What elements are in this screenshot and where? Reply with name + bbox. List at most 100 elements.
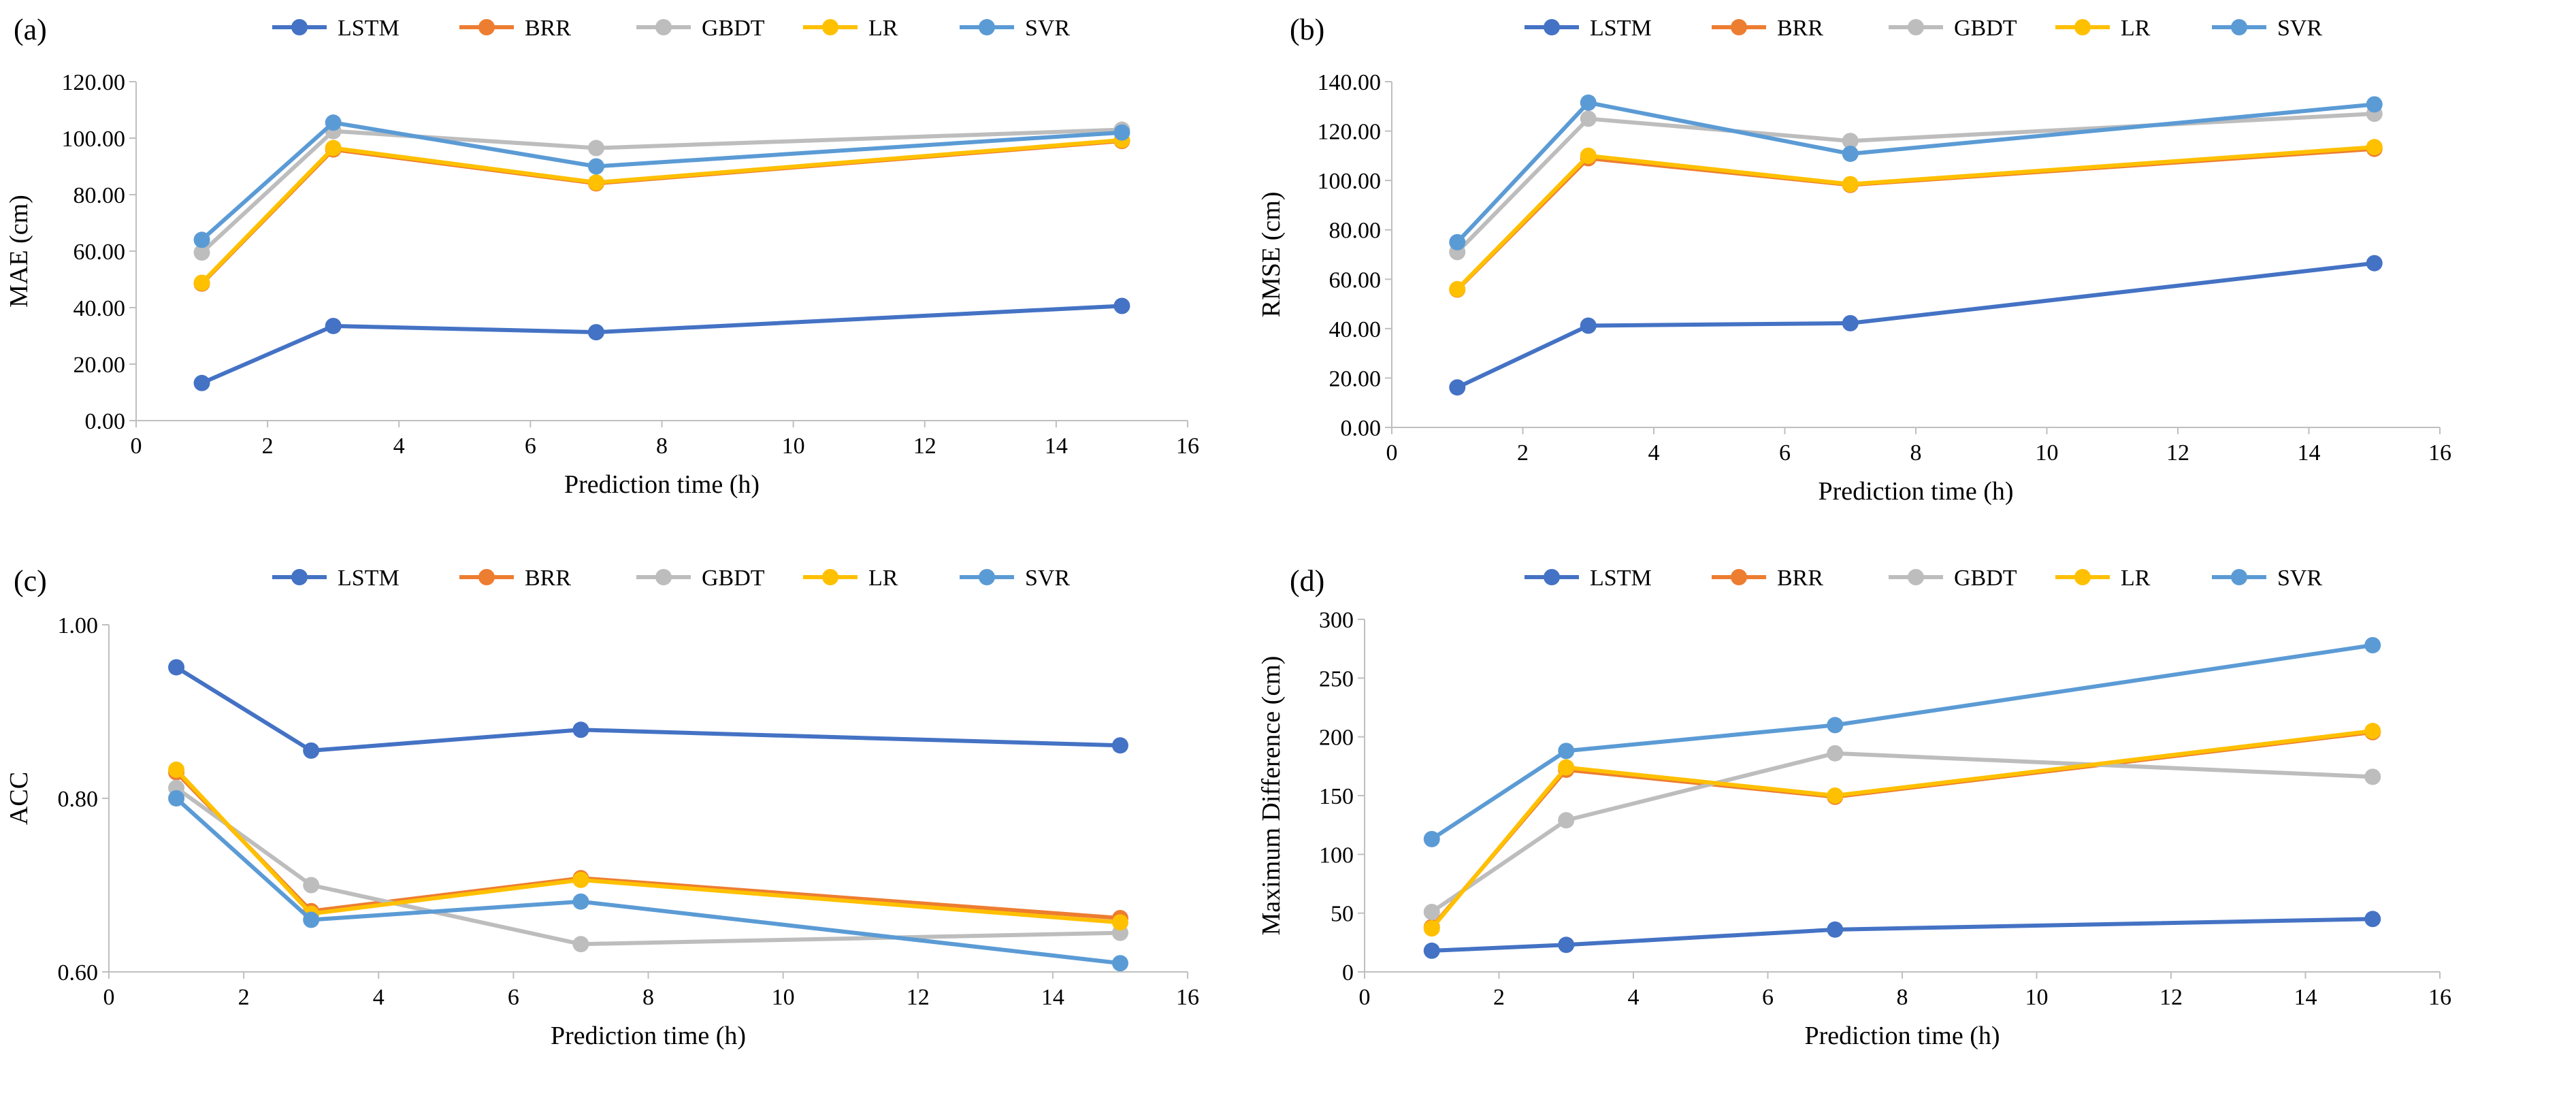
data-point-lstm: [1827, 921, 1844, 938]
series-line-gbdt: [1431, 751, 2373, 914]
legend-label-brr: BRR: [1777, 16, 1823, 41]
data-point-svr: [1449, 233, 1466, 250]
legend-label-gbdt: GBDT: [1954, 16, 2017, 41]
x-tick-label: 8: [1910, 440, 1922, 466]
panel-label: (a): [14, 13, 47, 46]
series-line-gbdt: [175, 786, 1121, 947]
y-tick-label: 80.00: [74, 183, 126, 208]
data-point-lstm: [1558, 936, 1575, 954]
legend-marker-brr: [1731, 569, 1747, 585]
legend-label-svr: SVR: [2277, 16, 2322, 41]
y-tick-label: 0: [1342, 960, 1354, 985]
data-point-lr: [1827, 787, 1844, 804]
data-point-lstm: [168, 659, 185, 676]
legend-label-svr: SVR: [1025, 16, 1070, 41]
legend-marker-svr: [979, 19, 995, 35]
x-tick-label: 10: [782, 434, 805, 459]
legend-label-svr: SVR: [2277, 566, 2322, 591]
y-tick-label: 200: [1319, 726, 1354, 751]
legend: LSTM BRR GBDT LR SVR: [272, 566, 1070, 591]
data-point-lstm: [572, 721, 589, 738]
x-tick-label: 10: [2036, 440, 2059, 466]
data-point-svr: [303, 911, 320, 928]
y-tick-label: 100.00: [1318, 169, 1382, 194]
data-point-lstm: [1423, 942, 1440, 959]
x-tick-label: 6: [1762, 985, 1774, 1010]
x-tick-label: 0: [1386, 440, 1398, 466]
legend: LSTM BRR GBDT LR SVR: [1525, 566, 2322, 591]
x-tick-label: 16: [1176, 985, 1199, 1010]
x-tick-label: 0: [1359, 985, 1371, 1010]
data-point-gbdt: [1842, 133, 1859, 150]
series-line-brr: [1430, 730, 2373, 929]
x-tick-label: 8: [656, 434, 668, 459]
y-tick-label: 40.00: [1329, 317, 1382, 342]
legend-label-brr: BRR: [525, 16, 571, 41]
series-line-brr: [1456, 146, 2375, 291]
legend-marker-lstm: [291, 569, 308, 585]
x-tick-label: 16: [1176, 434, 1199, 459]
x-tick-label: 16: [2428, 985, 2451, 1010]
series-line-lr: [174, 768, 1121, 925]
x-tick-label: 14: [1045, 434, 1068, 459]
x-tick-label: 6: [525, 434, 536, 459]
x-tick-label: 6: [508, 985, 519, 1010]
y-tick-label: 300: [1319, 608, 1354, 633]
y-tick-label: 20.00: [74, 353, 126, 378]
series-line-gbdt: [1456, 112, 2375, 254]
x-tick-label: 12: [2159, 985, 2183, 1010]
series-line-svr: [1456, 100, 2375, 244]
x-tick-label: 0: [103, 985, 115, 1010]
y-tick-label: 100: [1319, 843, 1354, 868]
series-line-lr: [1430, 729, 2373, 930]
legend-label-gbdt: GBDT: [1954, 566, 2017, 591]
legend-marker-gbdt: [1908, 19, 1924, 35]
legend-marker-brr: [1731, 19, 1747, 35]
y-tick-label: 100.00: [62, 127, 126, 152]
data-point-svr: [572, 893, 589, 910]
x-axis-title: Prediction time (h): [551, 1022, 746, 1050]
legend-label-gbdt: GBDT: [702, 566, 765, 591]
data-point-lr: [2364, 723, 2381, 740]
x-tick-label: 2: [238, 985, 250, 1010]
legend-label-lstm: LSTM: [1590, 566, 1652, 591]
data-point-gbdt: [1558, 812, 1575, 829]
y-tick-label: 0.60: [58, 960, 99, 985]
data-point-lr: [193, 274, 210, 291]
data-point-svr: [1111, 955, 1128, 972]
y-axis-title: Maximum Difference (cm): [1257, 656, 1286, 936]
y-tick-label: 0.00: [1341, 416, 1382, 441]
legend: LSTM BRR GBDT LR SVR: [272, 16, 1070, 41]
chart-panel-4: (d) 0 50 100 150 200 250 300 0 2 4 6 8 10 12 14 16 Predic…: [1257, 564, 2451, 1050]
data-point-lstm: [1580, 317, 1597, 334]
x-axis-title: Prediction time (h): [1818, 477, 2013, 506]
x-tick-label: 8: [642, 985, 654, 1010]
series-line-lstm: [175, 665, 1121, 753]
y-tick-label: 120.00: [1318, 120, 1382, 145]
x-tick-label: 8: [1897, 985, 1908, 1010]
data-point-lstm: [1449, 379, 1466, 396]
data-point-lstm: [2366, 255, 2383, 272]
legend-label-brr: BRR: [525, 566, 571, 591]
legend-marker-brr: [478, 19, 495, 35]
y-tick-label: 120.00: [62, 70, 126, 95]
series-line-lstm: [1431, 917, 2373, 953]
y-tick-label: 50: [1331, 902, 1354, 927]
data-point-svr: [325, 114, 342, 131]
legend-label-lr: LR: [2121, 566, 2151, 591]
legend-marker-lstm: [1544, 569, 1560, 585]
x-tick-label: 10: [772, 985, 795, 1010]
y-tick-label: 1.00: [58, 613, 99, 638]
x-tick-label: 16: [2428, 440, 2451, 466]
y-tick-label: 150: [1319, 784, 1354, 809]
x-tick-label: 12: [913, 434, 936, 459]
y-tick-label: 60.00: [74, 240, 126, 265]
series-line-lr: [200, 137, 1122, 284]
legend-label-brr: BRR: [1777, 566, 1823, 591]
data-point-lstm: [193, 374, 210, 391]
data-point-svr: [1580, 94, 1597, 111]
panel-label: (c): [14, 564, 47, 598]
x-tick-label: 2: [262, 434, 274, 459]
x-axis-title: Prediction time (h): [564, 470, 760, 499]
